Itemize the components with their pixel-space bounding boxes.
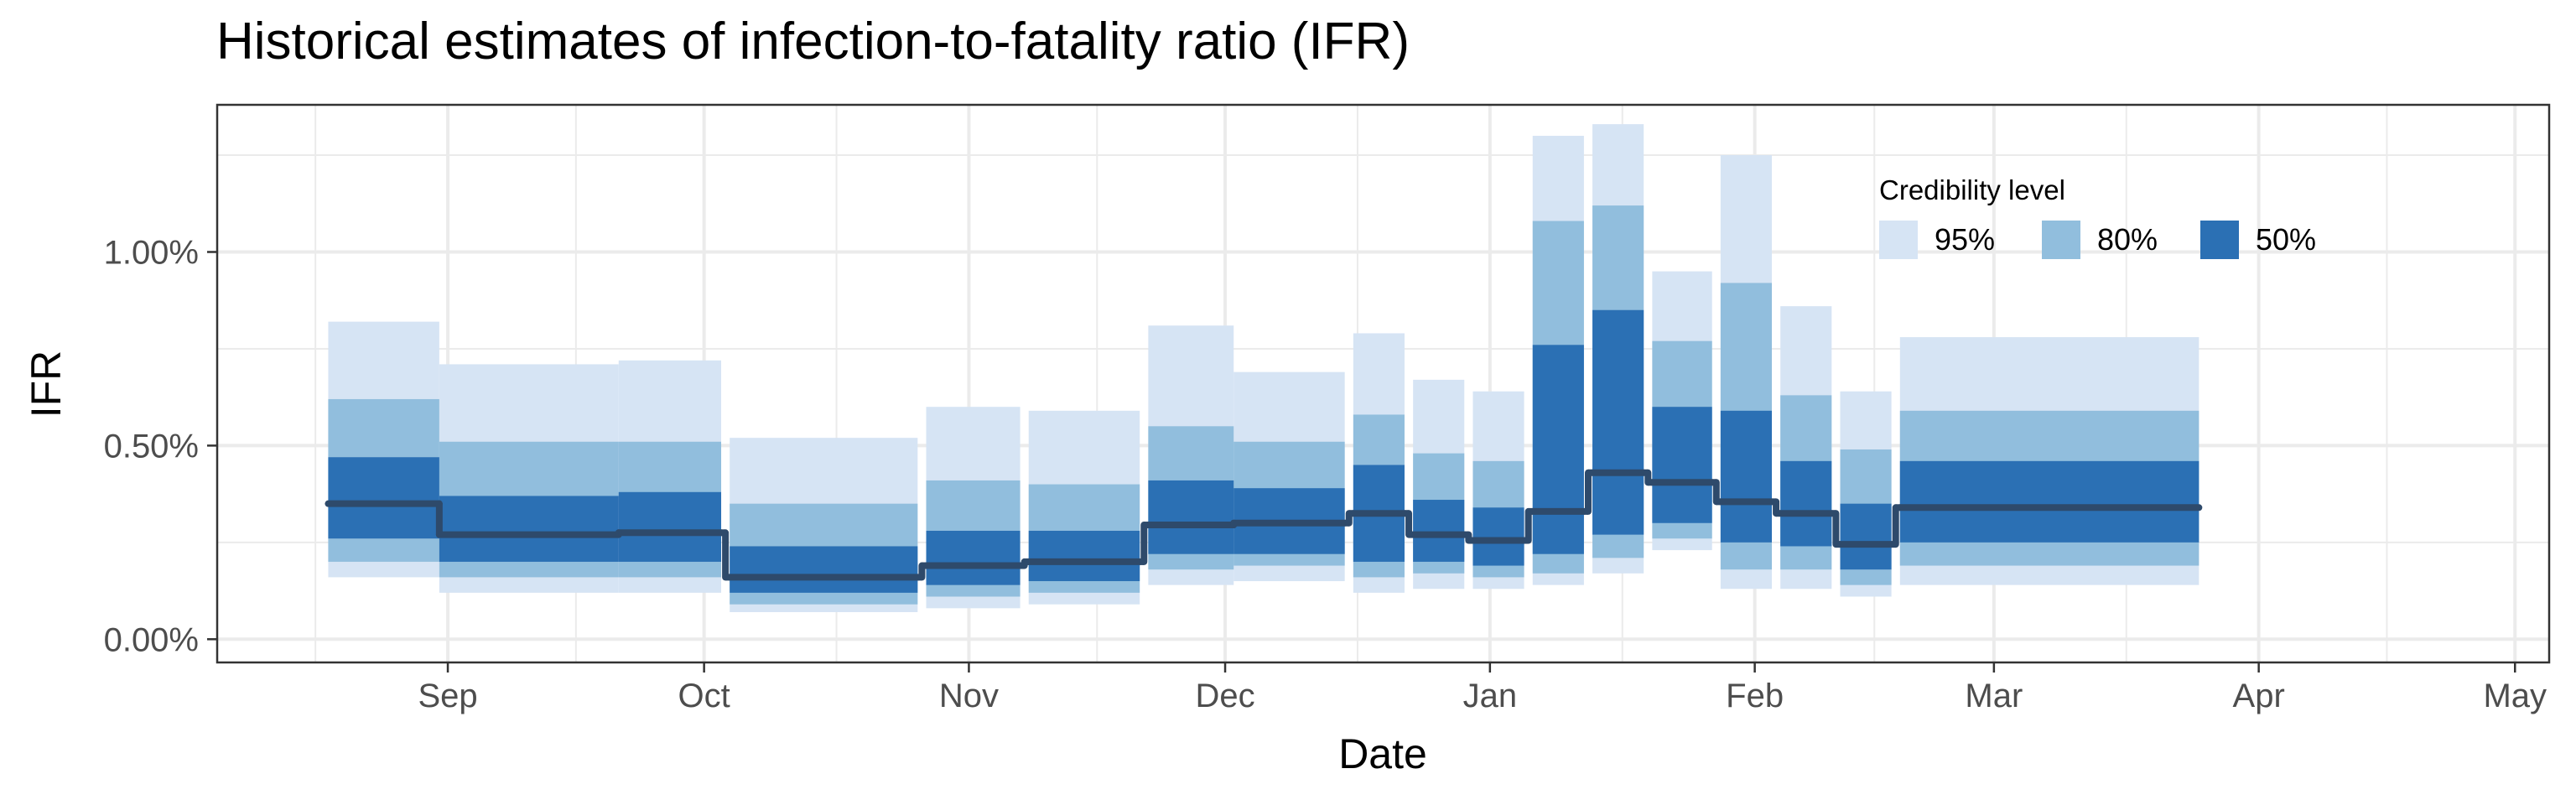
axis-layer: Sep Oct Nov Dec Jan Feb Mar Apr May 0.00% 0.50% 1.0… (104, 234, 2547, 714)
x-tick-label: Dec (1195, 678, 1254, 714)
band-50-segment (1413, 500, 1465, 562)
x-tick-label: Feb (1726, 678, 1784, 714)
band-50-segment (439, 496, 619, 562)
legend: Credibility level 95% 80% 50% (1879, 174, 2316, 259)
legend-title: Credibility level (1879, 174, 2065, 205)
band-50-segment (1840, 503, 1892, 570)
plot-panel-border (216, 103, 2551, 664)
band-50-segment (1532, 345, 1584, 554)
y-tick-label: 1.00% (104, 234, 199, 271)
legend-swatch (1879, 221, 1918, 259)
y-axis-title: IFR (23, 351, 70, 418)
legend-swatch (2200, 221, 2239, 259)
x-tick-label: Apr (2233, 678, 2285, 714)
chart-title: Historical estimates of infection-to-fat… (216, 13, 1410, 70)
x-tick-label: May (2483, 678, 2547, 714)
median-layer (325, 469, 2203, 581)
x-tick-label: Oct (678, 678, 730, 714)
band-50-segment (328, 457, 439, 539)
y-tick-label: 0.50% (104, 428, 199, 465)
band-50-layer (328, 309, 2199, 593)
band-50-segment (1780, 460, 1832, 547)
legend-label: 80% (2097, 222, 2158, 257)
band-50-segment (1652, 407, 1712, 523)
band-50-segment (926, 530, 1021, 585)
band-50-segment (1028, 530, 1140, 582)
legend-items: 95% 80% 50% (1879, 221, 2316, 259)
legend-swatch (2042, 221, 2080, 259)
x-tick-label: Mar (1965, 678, 2023, 714)
band-50-segment (1148, 480, 1234, 554)
band-50-segment (1899, 460, 2199, 543)
y-tick-label: 0.00% (104, 621, 199, 658)
band-50-segment (1720, 410, 1772, 543)
band-50-segment (1592, 309, 1644, 535)
x-tick-label: Nov (939, 678, 999, 714)
legend-label: 50% (2256, 222, 2316, 257)
legend-label: 95% (1935, 222, 1995, 257)
x-axis-title: Date (1338, 730, 1427, 777)
band-50-segment (730, 546, 918, 593)
band-50-segment (618, 491, 722, 562)
x-tick-label: Sep (418, 678, 477, 714)
band-50-segment (1472, 507, 1524, 566)
x-tick-label: Jan (1463, 678, 1518, 714)
